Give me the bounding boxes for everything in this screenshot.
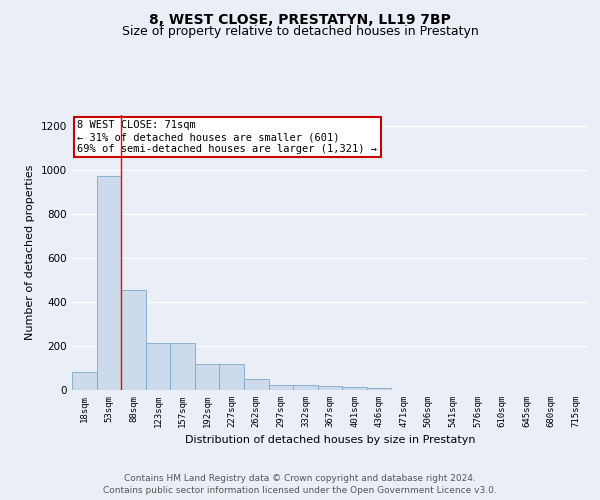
Bar [97,176,121,390]
Bar [146,342,170,390]
Bar [367,388,391,390]
Bar [72,372,97,390]
Bar [195,364,220,390]
Bar [269,384,293,390]
Bar [220,364,244,390]
Bar [293,385,318,390]
Text: 8 WEST CLOSE: 71sqm
← 31% of detached houses are smaller (601)
69% of semi-detac: 8 WEST CLOSE: 71sqm ← 31% of detached ho… [77,120,377,154]
X-axis label: Distribution of detached houses by size in Prestatyn: Distribution of detached houses by size … [185,436,475,446]
Bar [121,290,146,390]
Bar [170,342,195,390]
Y-axis label: Number of detached properties: Number of detached properties [25,165,35,340]
Text: Size of property relative to detached houses in Prestatyn: Size of property relative to detached ho… [122,25,478,38]
Bar [342,388,367,390]
Text: Contains HM Land Registry data © Crown copyright and database right 2024.
Contai: Contains HM Land Registry data © Crown c… [103,474,497,495]
Bar [244,380,269,390]
Bar [318,386,342,390]
Text: 8, WEST CLOSE, PRESTATYN, LL19 7BP: 8, WEST CLOSE, PRESTATYN, LL19 7BP [149,12,451,26]
